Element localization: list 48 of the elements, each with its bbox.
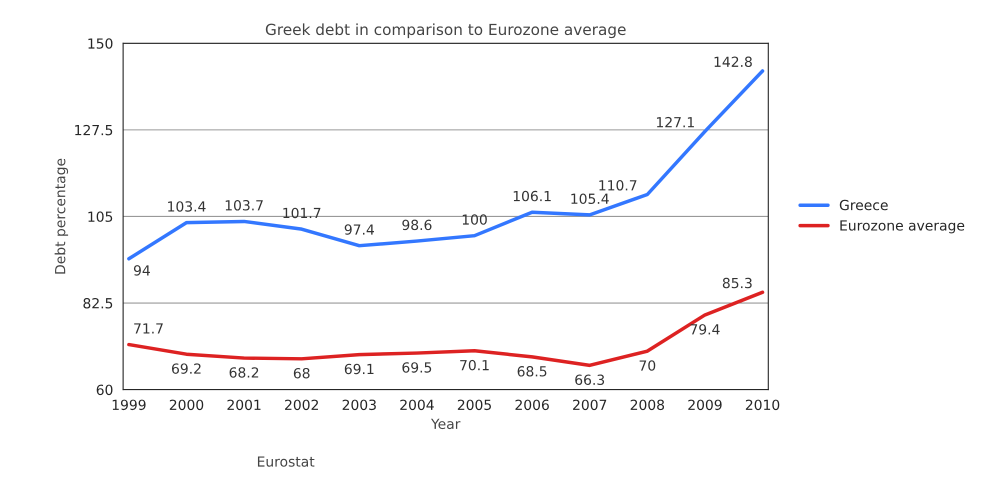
x-axis-title: Year bbox=[430, 418, 460, 430]
data-label: 69.2 bbox=[172, 363, 201, 374]
data-label: 71.7 bbox=[134, 323, 163, 334]
data-label: 127.1 bbox=[656, 116, 694, 128]
y-tick-label: 82.5 bbox=[83, 298, 112, 309]
data-label: 85.3 bbox=[722, 278, 752, 288]
data-label: 68.2 bbox=[230, 367, 258, 378]
x-tick-label: 2005 bbox=[458, 400, 491, 410]
x-tick-label: 2004 bbox=[400, 400, 434, 410]
x-tick-label: 2007 bbox=[573, 400, 606, 410]
x-tick-label: 2006 bbox=[515, 400, 549, 410]
legend-label: Greece bbox=[840, 200, 888, 210]
data-label: 66.3 bbox=[575, 374, 604, 386]
y-axis-title: Debt percentage bbox=[54, 158, 68, 274]
x-tick-label: 2002 bbox=[285, 400, 318, 410]
data-label: 79.4 bbox=[690, 324, 720, 335]
data-label: 69.5 bbox=[402, 362, 432, 373]
data-label: 142.8 bbox=[714, 56, 752, 68]
x-tick-label: 2009 bbox=[688, 400, 722, 410]
legend-label: Eurozone average bbox=[840, 220, 964, 234]
text: Eurostat bbox=[258, 456, 314, 467]
data-label: 70.1 bbox=[460, 360, 489, 370]
data-label: 69.1 bbox=[344, 364, 374, 374]
x-tick-label: 1999 bbox=[112, 400, 146, 410]
data-label: 101.7 bbox=[283, 208, 320, 218]
data-label: 106.1 bbox=[514, 190, 551, 202]
data-label: 103.4 bbox=[168, 201, 206, 212]
x-tick-label: 2000 bbox=[170, 400, 204, 410]
y-tick-label: 150 bbox=[88, 38, 112, 49]
data-label: 68.5 bbox=[518, 366, 546, 377]
data-label: 100 bbox=[462, 214, 487, 225]
data-label: 103.7 bbox=[226, 200, 263, 211]
y-tick-label: 127.5 bbox=[75, 124, 112, 136]
data-label: 105.4 bbox=[571, 193, 609, 204]
data-label: 98.6 bbox=[402, 220, 432, 230]
x-tick-label: 2010 bbox=[746, 400, 780, 410]
chart-title: Greek debt in comparison to Eurozone average bbox=[266, 23, 626, 38]
data-label: 110.7 bbox=[599, 180, 636, 191]
x-tick-label: 2008 bbox=[630, 400, 664, 410]
data-label: 68 bbox=[294, 368, 310, 378]
x-tick-label: 2001 bbox=[227, 400, 260, 410]
data-label: 97.4 bbox=[344, 224, 374, 235]
y-tick-label: 105 bbox=[88, 211, 112, 222]
y-tick-label: 60 bbox=[96, 384, 112, 396]
data-label: 70 bbox=[640, 360, 656, 371]
data-label: 94 bbox=[134, 265, 150, 276]
x-tick-label: 2003 bbox=[342, 400, 376, 410]
line-series bbox=[127, 69, 764, 261]
